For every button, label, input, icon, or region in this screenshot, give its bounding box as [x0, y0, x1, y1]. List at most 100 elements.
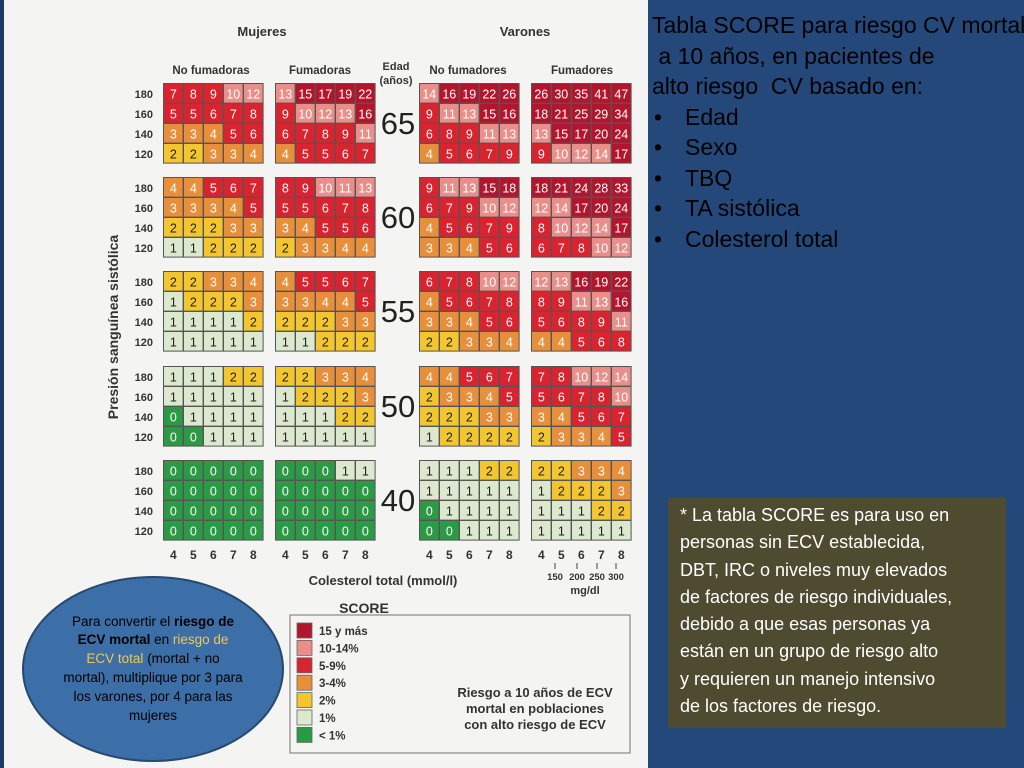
- risk-cell: [224, 292, 243, 311]
- risk-cell: [440, 332, 459, 351]
- risk-cell: [420, 521, 439, 540]
- risk-cell: [612, 238, 631, 257]
- risk-cell: [296, 521, 315, 540]
- risk-cell-value: 2: [190, 276, 197, 290]
- risk-cell: [552, 481, 571, 500]
- cholesterol-tick-label: 5: [190, 548, 197, 562]
- risk-cell: [480, 407, 499, 426]
- risk-cell-value: 24: [614, 128, 628, 142]
- conversion-note-ellipse: Para convertir el riesgo de ECV mortal e…: [22, 576, 284, 762]
- risk-cell-value: 2: [342, 411, 349, 425]
- risk-cell-value: 1: [578, 525, 585, 539]
- risk-cell-value: 5: [538, 316, 545, 330]
- risk-cell-value: 2: [426, 336, 433, 350]
- risk-cell-value: 2: [446, 431, 453, 445]
- risk-cell-value: 0: [230, 465, 237, 479]
- risk-cell: [460, 481, 479, 500]
- risk-cell: [572, 124, 591, 143]
- risk-cell-value: 7: [486, 222, 493, 236]
- risk-cell: [164, 104, 183, 123]
- risk-cell-value: 2: [362, 336, 369, 350]
- risk-cell-value: 22: [482, 88, 496, 102]
- risk-cell: [336, 198, 355, 217]
- age-label: 65: [381, 106, 415, 141]
- risk-cell: [572, 501, 591, 520]
- legend-label: 10-14%: [319, 643, 359, 655]
- risk-cell-value: 1: [210, 411, 217, 425]
- risk-cell-value: 29: [594, 108, 608, 122]
- risk-cell-value: 12: [502, 202, 516, 216]
- risk-cell-value: 9: [426, 182, 433, 196]
- risk-cell: [244, 104, 263, 123]
- risk-cell-value: 1: [446, 505, 453, 519]
- risk-cell-value: 7: [342, 202, 349, 216]
- risk-cell-value: 2: [190, 148, 197, 162]
- risk-cell-value: 0: [190, 465, 197, 479]
- risk-cell: [316, 461, 335, 480]
- risk-cell-value: 4: [558, 336, 565, 350]
- risk-cell: [552, 332, 571, 351]
- risk-cell: [592, 521, 611, 540]
- risk-cell-value: 9: [210, 88, 217, 102]
- risk-cell: [480, 144, 499, 163]
- risk-cell: [356, 198, 375, 217]
- risk-cell: [244, 178, 263, 197]
- risk-cell-value: 5: [210, 182, 217, 196]
- risk-cell: [336, 461, 355, 480]
- risk-cell: [420, 218, 439, 237]
- risk-cell: [532, 238, 551, 257]
- title-line-1: Tabla SCORE para riesgo CV mortal: [652, 12, 1024, 38]
- risk-cell-value: 5: [362, 296, 369, 310]
- risk-cell: [276, 332, 295, 351]
- risk-cell: [612, 407, 631, 426]
- risk-cell-value: 24: [574, 182, 588, 196]
- risk-cell: [276, 312, 295, 331]
- risk-cell-value: 3: [282, 222, 289, 236]
- risk-cell: [532, 481, 551, 500]
- risk-cell: [440, 292, 459, 311]
- risk-cell-value: 2: [302, 391, 309, 405]
- risk-cell: [316, 104, 335, 123]
- risk-cell-value: 0: [362, 505, 369, 519]
- risk-cell: [440, 272, 459, 291]
- risk-cell: [500, 178, 519, 197]
- title-line-2: a 10 años, en pacientes de: [652, 42, 935, 69]
- risk-cell: [572, 238, 591, 257]
- cholesterol-tick-label: 4: [170, 548, 177, 562]
- risk-cell: [356, 521, 375, 540]
- risk-cell: [316, 501, 335, 520]
- risk-cell: [164, 124, 183, 143]
- risk-cell: [440, 387, 459, 406]
- risk-cell: [316, 292, 335, 311]
- cholesterol-tick-label: 6: [466, 548, 473, 562]
- risk-cell-value: 3: [190, 128, 197, 142]
- risk-cell-value: 1: [538, 525, 545, 539]
- risk-cell-value: 2: [342, 336, 349, 350]
- slide-left-border: [0, 0, 4, 768]
- conversion-text-part: en: [150, 632, 173, 648]
- risk-cell: [480, 367, 499, 386]
- risk-cell-value: 1: [506, 485, 513, 499]
- note-line: personas sin ECV establecida,: [680, 532, 926, 553]
- risk-cell-value: 2: [466, 411, 473, 425]
- risk-cell: [532, 292, 551, 311]
- risk-cell-value: 1: [170, 391, 177, 405]
- risk-cell: [356, 481, 375, 500]
- risk-cell-value: 1: [538, 485, 545, 499]
- risk-cell: [184, 461, 203, 480]
- risk-cell: [336, 501, 355, 520]
- risk-cell-value: 2: [506, 465, 513, 479]
- risk-cell-value: 5: [170, 108, 177, 122]
- risk-cell: [460, 272, 479, 291]
- sbp-tick-label: 160: [135, 203, 153, 215]
- risk-cell-value: 0: [230, 525, 237, 539]
- risk-cell-value: 22: [614, 276, 628, 290]
- risk-cell-value: 2: [426, 391, 433, 405]
- risk-cell: [336, 84, 355, 103]
- risk-cell: [164, 521, 183, 540]
- risk-cell: [532, 178, 551, 197]
- sbp-tick-label: 180: [135, 183, 153, 195]
- risk-cell: [592, 461, 611, 480]
- risk-cell: [296, 84, 315, 103]
- risk-cell: [532, 367, 551, 386]
